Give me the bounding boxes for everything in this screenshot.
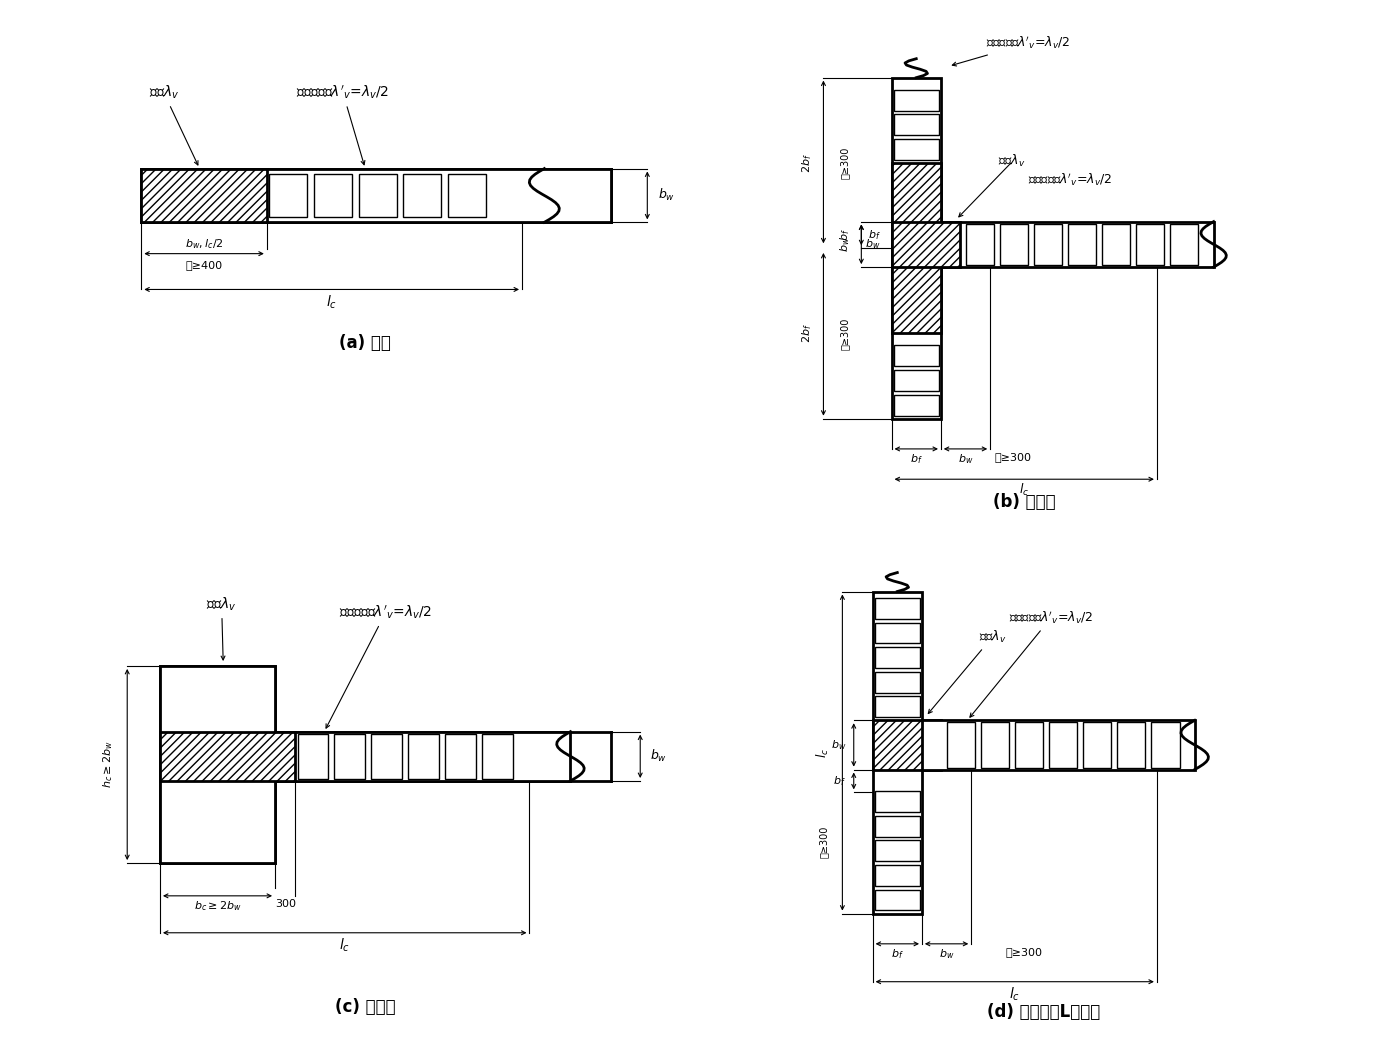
Text: 箍筋$\lambda_v$: 箍筋$\lambda_v$ — [998, 153, 1025, 169]
Text: $b_f$: $b_f$ — [891, 946, 904, 961]
Text: 且≥300: 且≥300 — [839, 318, 849, 350]
Bar — [1014, 722, 1043, 768]
Bar — [872, 591, 922, 914]
Bar — [359, 174, 396, 217]
Text: (a) 暗柱: (a) 暗柱 — [339, 334, 391, 352]
Bar — [875, 890, 920, 911]
Bar — [1101, 223, 1130, 265]
Bar — [1151, 722, 1180, 768]
Bar — [408, 734, 439, 779]
Text: 箍筋$\lambda_v$: 箍筋$\lambda_v$ — [149, 84, 197, 165]
Bar — [891, 248, 941, 333]
Text: 且≥300: 且≥300 — [818, 826, 828, 857]
Text: $l_c$: $l_c$ — [1009, 985, 1020, 1003]
Bar — [446, 734, 476, 779]
Bar — [1116, 722, 1145, 768]
Text: $b_f$: $b_f$ — [834, 774, 846, 788]
Bar — [403, 174, 442, 217]
Text: 且≥300: 且≥300 — [1006, 946, 1043, 957]
Bar — [1049, 722, 1078, 768]
Bar — [160, 667, 275, 863]
Bar — [875, 648, 920, 668]
Bar — [313, 174, 352, 217]
Text: (b) 有翅墙: (b) 有翅墙 — [992, 493, 1056, 511]
Text: 且≥300: 且≥300 — [995, 452, 1031, 462]
Text: $b_w$: $b_w$ — [865, 238, 880, 252]
Text: $l_c$: $l_c$ — [1020, 482, 1029, 499]
Text: 箍筋或拉筋$\lambda'_v$=$\lambda_v$/2: 箍筋或拉筋$\lambda'_v$=$\lambda_v$/2 — [970, 609, 1093, 717]
Text: $b_w$: $b_w$ — [838, 237, 851, 253]
Bar — [1170, 223, 1198, 265]
Text: $b_w$: $b_w$ — [831, 738, 846, 751]
Text: 箍筋或拉筋$\lambda'_v$=$\lambda_v$/2: 箍筋或拉筋$\lambda'_v$=$\lambda_v$/2 — [297, 84, 389, 165]
Text: 箍筋$\lambda_v$: 箍筋$\lambda_v$ — [929, 629, 1006, 714]
Text: 箍筋或拉筋$\lambda'_v$=$\lambda_v$/2: 箍筋或拉筋$\lambda'_v$=$\lambda_v$/2 — [326, 604, 432, 728]
Bar — [1034, 223, 1063, 265]
Bar — [875, 815, 920, 836]
Bar — [872, 720, 941, 769]
Bar — [893, 90, 938, 111]
Bar — [981, 722, 1009, 768]
Bar — [371, 734, 402, 779]
Bar — [875, 865, 920, 886]
Bar — [334, 734, 366, 779]
Text: $2b_f$: $2b_f$ — [800, 153, 814, 173]
Bar — [298, 734, 328, 779]
Text: $l_c$: $l_c$ — [816, 747, 831, 758]
Bar — [482, 734, 513, 779]
Text: $b_w$: $b_w$ — [658, 188, 676, 203]
Bar — [875, 623, 920, 643]
Bar — [891, 78, 941, 418]
Bar — [922, 720, 1195, 769]
Text: (c) 有端柱: (c) 有端柱 — [335, 998, 396, 1016]
Bar — [947, 722, 976, 768]
Text: $h_c$$\geq$$2b_w$: $h_c$$\geq$$2b_w$ — [101, 741, 115, 788]
Bar — [999, 223, 1028, 265]
Bar — [160, 732, 295, 781]
Bar — [875, 697, 920, 717]
Bar — [448, 174, 486, 217]
Bar — [893, 395, 938, 416]
Text: 且≥300: 且≥300 — [839, 147, 849, 179]
Bar — [875, 791, 920, 812]
Bar — [141, 169, 266, 222]
Text: 箍筋或拉筋$\lambda'_v$=$\lambda_v$/2: 箍筋或拉筋$\lambda'_v$=$\lambda_v$/2 — [1028, 172, 1112, 189]
Text: $b_w,l_c/2$: $b_w,l_c/2$ — [185, 238, 224, 252]
Text: (d) 转角墙（L形墙）: (d) 转角墙（L形墙） — [987, 1003, 1100, 1021]
Text: 箍筋$\lambda_v$: 箍筋$\lambda_v$ — [207, 595, 237, 660]
Bar — [891, 162, 941, 248]
Text: $b_f$: $b_f$ — [909, 452, 923, 465]
Bar — [875, 598, 920, 618]
Bar — [141, 169, 611, 222]
Bar — [893, 114, 938, 135]
Text: 300: 300 — [275, 899, 295, 909]
Bar — [893, 370, 938, 391]
Text: $l_c$: $l_c$ — [326, 293, 337, 311]
Text: $b_c$$\geq$$2b_w$: $b_c$$\geq$$2b_w$ — [193, 899, 242, 913]
Text: $b_w$: $b_w$ — [938, 946, 954, 961]
Text: 且≥400: 且≥400 — [185, 260, 222, 270]
Bar — [875, 672, 920, 693]
Bar — [893, 346, 938, 367]
Text: $b_w$: $b_w$ — [958, 452, 973, 465]
Text: 箍筋或拉筋$\lambda'_v$=$\lambda_v$/2: 箍筋或拉筋$\lambda'_v$=$\lambda_v$/2 — [952, 35, 1071, 66]
Text: $b_f$: $b_f$ — [838, 228, 851, 241]
Text: $l_c$: $l_c$ — [339, 937, 351, 955]
Text: $2b_f$: $2b_f$ — [800, 324, 814, 344]
Text: $b_f$: $b_f$ — [868, 228, 880, 242]
Bar — [1083, 722, 1111, 768]
Bar — [966, 223, 994, 265]
Bar — [941, 221, 1213, 267]
Bar — [1136, 223, 1165, 265]
Bar — [269, 174, 306, 217]
Text: $b_w$: $b_w$ — [650, 748, 668, 764]
Bar — [875, 840, 920, 861]
Bar — [275, 732, 570, 781]
Bar — [1068, 223, 1096, 265]
Bar — [160, 667, 275, 863]
Bar — [893, 139, 938, 160]
Bar — [891, 221, 960, 267]
